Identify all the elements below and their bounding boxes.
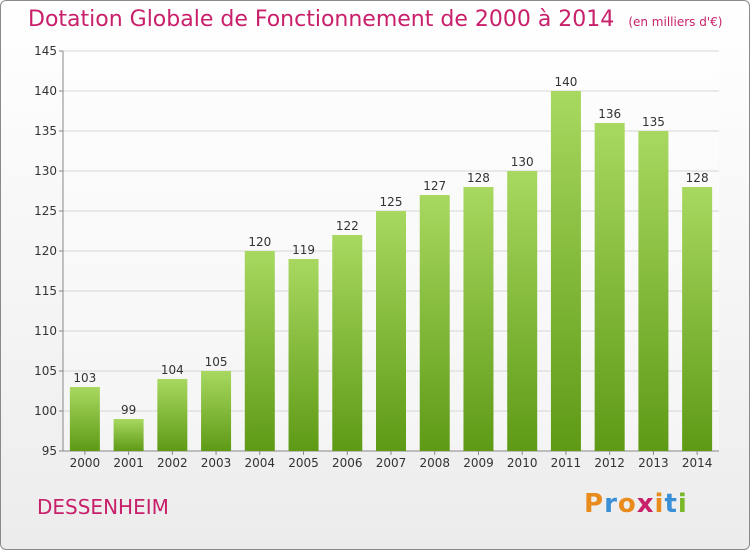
chart-title-text: Dotation Globale de Fonctionnement de 20… [28,7,615,32]
y-tick-label-120: 120 [34,244,57,258]
y-tick-label-100: 100 [34,404,57,418]
value-label-2006: 122 [336,219,359,233]
x-tick-label-2002: 2002 [157,456,188,470]
value-label-2010: 130 [511,155,534,169]
y-tick-label-140: 140 [34,84,57,98]
value-label-2005: 119 [292,243,315,257]
logo-letter: x [636,489,655,519]
y-tick-label-115: 115 [34,284,57,298]
x-tick-label-2001: 2001 [113,456,144,470]
value-label-2004: 120 [248,235,271,249]
commune-name: DESSENHEIM [37,495,169,519]
x-tick-label-2005: 2005 [288,456,319,470]
y-tick-label-105: 105 [34,364,57,378]
x-tick-label-2000: 2000 [70,456,101,470]
value-label-2003: 105 [205,355,228,369]
chart-unit: (en milliers d'€) [628,15,723,29]
x-tick-label-2014: 2014 [682,456,713,470]
bar-2011 [550,91,581,451]
value-label-2000: 103 [73,371,96,385]
x-tick-label-2003: 2003 [201,456,232,470]
value-label-2009: 128 [467,171,490,185]
bar-2012 [594,123,625,451]
value-label-2002: 104 [161,363,184,377]
logo-letter: P [584,489,605,519]
x-tick-label-2007: 2007 [376,456,407,470]
x-tick-label-2010: 2010 [507,456,538,470]
chart-title: Dotation Globale de Fonctionnement de 20… [28,7,722,32]
x-tick-label-2004: 2004 [245,456,276,470]
logo-letter: i [654,489,665,519]
value-label-2007: 125 [380,195,403,209]
y-tick-label-125: 125 [34,204,57,218]
logo-letter: o [617,489,637,519]
logo-letter: t [664,489,678,519]
value-label-2011: 140 [554,75,577,89]
value-label-2001: 99 [121,403,136,417]
bar-2000 [69,387,100,451]
bar-2010 [507,171,538,451]
y-tick-label-95: 95 [42,444,57,458]
bar-2009 [463,187,494,451]
bar-2005 [288,259,319,451]
bar-2003 [201,371,232,451]
proxiti-logo: Proxiti [584,489,688,519]
x-tick-label-2009: 2009 [463,456,494,470]
y-tick-label-110: 110 [34,324,57,338]
y-tick-label-135: 135 [34,124,57,138]
value-label-2014: 128 [686,171,709,185]
bar-2006 [332,235,363,451]
x-tick-label-2011: 2011 [551,456,582,470]
x-tick-label-2008: 2008 [419,456,450,470]
bar-2007 [376,211,406,451]
bar-2014 [682,187,713,451]
y-tick-label-145: 145 [34,44,57,58]
value-label-2012: 136 [598,107,621,121]
logo-letter: r [604,489,618,519]
bar-2004 [244,251,275,451]
y-tick-label-130: 130 [34,164,57,178]
bar-2001 [113,419,144,451]
logo-letter: i [677,489,688,519]
x-tick-label-2013: 2013 [638,456,669,470]
bar-2013 [638,131,669,451]
bar-2008 [419,195,450,451]
x-tick-label-2012: 2012 [594,456,625,470]
bar-2002 [157,379,188,451]
value-label-2008: 127 [423,179,446,193]
x-tick-label-2006: 2006 [332,456,363,470]
value-label-2013: 135 [642,115,665,129]
